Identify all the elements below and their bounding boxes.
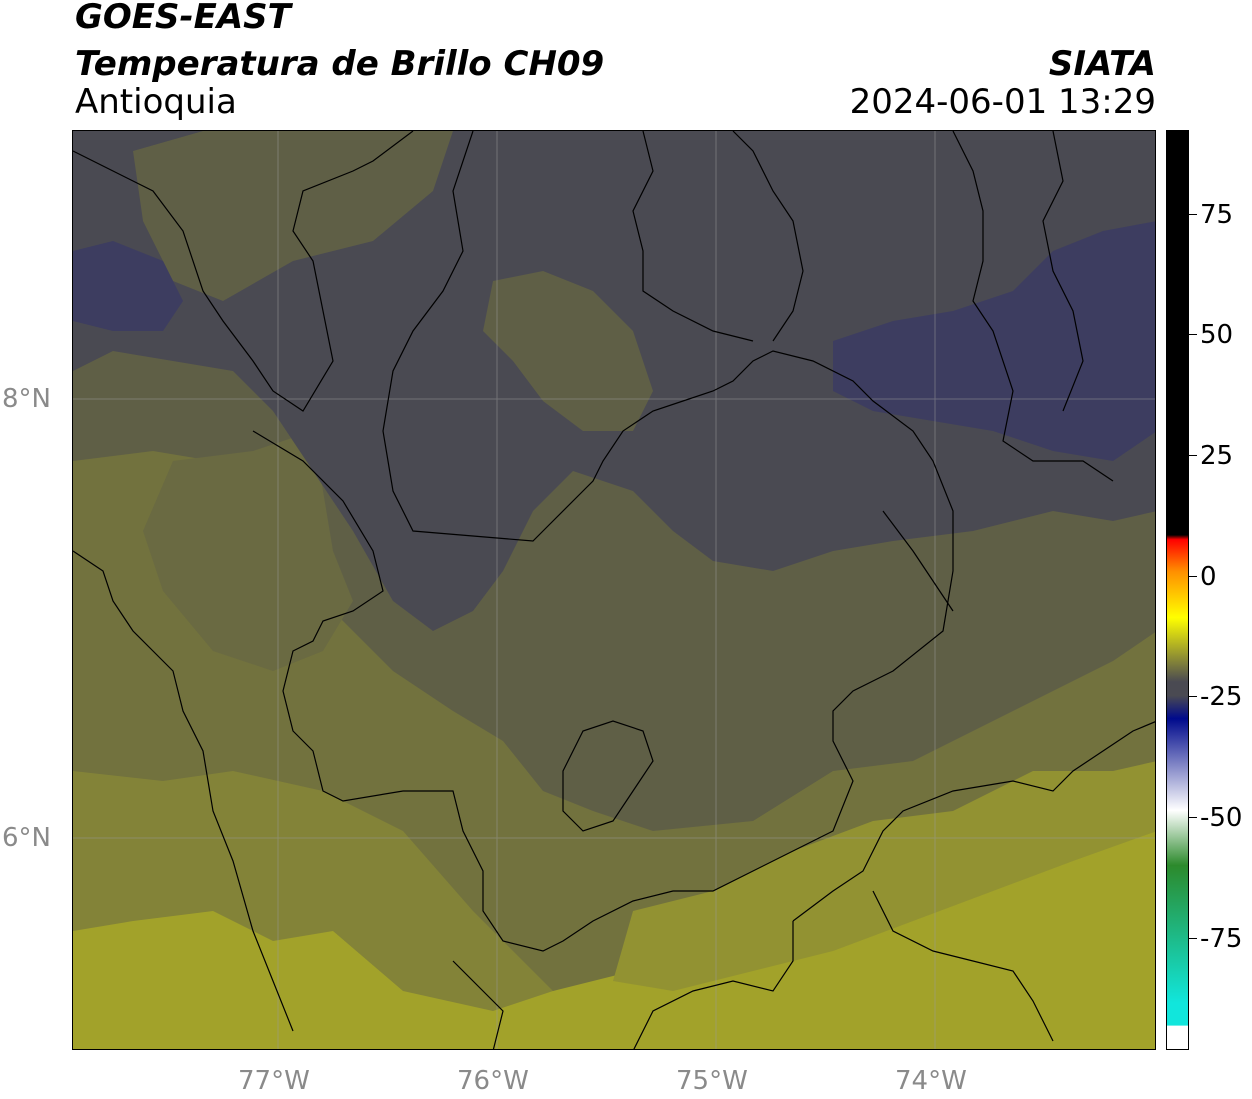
colorbar-tick-0 — [1189, 576, 1197, 577]
field-warm-streaks — [613, 761, 1155, 991]
department-line-south-4 — [872, 890, 1054, 1042]
coast-line-2 — [73, 550, 294, 1032]
region-label: Antioquia — [75, 82, 237, 122]
department-line-east-2 — [952, 131, 1114, 482]
lon-tick-75w: 75°W — [676, 1066, 748, 1096]
colorbar — [1166, 130, 1189, 1050]
colorbar-tick-minus50 — [1189, 817, 1197, 818]
colorbar-label-minus50: -50 — [1200, 803, 1243, 833]
medellin-metro-area — [562, 720, 654, 832]
field-olive-island — [143, 431, 353, 671]
coast-line — [73, 131, 414, 412]
colorbar-label-0: 0 — [1200, 562, 1217, 592]
field-coldest-west — [73, 241, 183, 331]
organization-label: SIATA — [1048, 44, 1156, 84]
lat-tick-8n: 8°N — [2, 384, 51, 414]
colorbar-label-75: 75 — [1200, 200, 1234, 230]
colorbar-tick-75 — [1189, 214, 1197, 215]
field-olive-center-north — [483, 271, 653, 431]
satellite-title: GOES-EAST — [75, 0, 291, 37]
department-line-south-1 — [452, 960, 504, 1049]
colorbar-label-50: 50 — [1200, 320, 1234, 350]
field-warmest — [73, 811, 1155, 1049]
graticule — [73, 131, 1155, 1049]
field-olive-north-west — [133, 131, 453, 301]
colorbar-tick-minus75 — [1189, 938, 1197, 939]
brightness-temperature-map — [73, 131, 1155, 1049]
lon-tick-74w: 74°W — [895, 1066, 967, 1096]
product-title: Temperatura de Brillo CH09 — [75, 44, 605, 84]
colorbar-tick-minus25 — [1189, 696, 1197, 697]
admin-borders — [73, 131, 1155, 1049]
antioquia-border — [252, 131, 954, 952]
department-line-south-3 — [792, 721, 1155, 922]
field-coldest — [833, 221, 1155, 461]
colorbar-label-25: 25 — [1200, 441, 1234, 471]
lon-tick-76w: 76°W — [457, 1066, 529, 1096]
datetime-label: 2024-06-01 13:29 — [849, 82, 1156, 122]
lon-tick-77w: 77°W — [238, 1066, 310, 1096]
colorbar-tick-50 — [1189, 334, 1197, 335]
department-line-north-1 — [632, 131, 754, 342]
department-line-east-1 — [732, 131, 804, 342]
colorbar-label-minus75: -75 — [1200, 924, 1243, 954]
lat-tick-6n: 6°N — [2, 823, 51, 853]
map-panel — [72, 130, 1156, 1050]
department-line-south-2 — [633, 921, 794, 1049]
river-line — [882, 510, 954, 612]
colorbar-tick-25 — [1189, 455, 1197, 456]
colorbar-label-minus25: -25 — [1200, 682, 1243, 712]
department-line-east-3 — [1042, 131, 1084, 412]
